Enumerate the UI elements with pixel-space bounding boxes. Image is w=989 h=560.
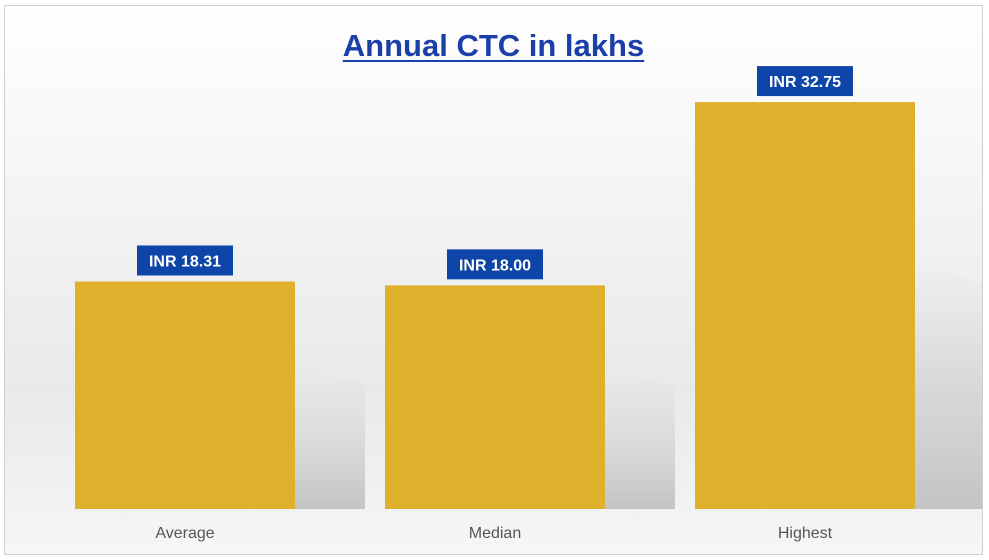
data-label: INR 18.31 xyxy=(137,245,233,276)
bar-highest xyxy=(695,102,915,509)
chart-title: Annual CTC in lakhs xyxy=(342,28,645,63)
bar-chart: INR 18.31 INR 18.00 INR 32.75 Average Media… xyxy=(75,66,982,542)
bar-shadow xyxy=(295,367,365,509)
bar-shadow xyxy=(915,256,982,509)
data-label-text: INR 32.75 xyxy=(769,74,841,91)
x-tick-label: Average xyxy=(155,525,214,542)
data-label-box xyxy=(447,249,543,280)
x-tick-label: Median xyxy=(469,525,521,542)
bar-average xyxy=(75,281,295,509)
data-label: INR 32.75 xyxy=(757,66,853,97)
chart-frame: Annual CTC in lakhs INR 18.31 INR 18.00 IN… xyxy=(4,5,983,555)
x-tick-label: Highest xyxy=(778,525,833,542)
data-label: INR 18.00 xyxy=(447,249,543,280)
bar-median xyxy=(385,285,605,509)
data-label-text: INR 18.31 xyxy=(149,253,221,270)
data-label-box xyxy=(137,245,233,276)
bar-shadow xyxy=(605,370,675,509)
data-label-box xyxy=(757,66,853,97)
data-label-text: INR 18.00 xyxy=(459,257,531,274)
